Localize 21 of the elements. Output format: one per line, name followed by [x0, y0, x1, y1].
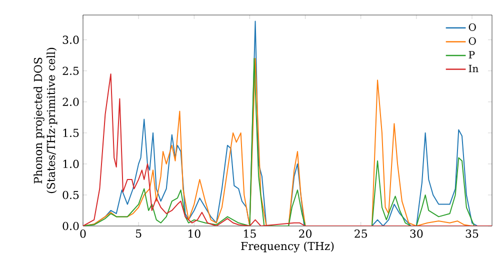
x-tick-label: 15 [244, 230, 256, 238]
y-axis-title: Phonon projected DOS (States/THz·primitive cell) [34, 48, 58, 194]
x-tick-label: 25 [354, 230, 367, 238]
x-tick-label: 30 [410, 230, 423, 238]
x-tick-label: 5 [136, 230, 142, 238]
legend-label: O [468, 23, 476, 31]
y-tick-label: 1.5 [63, 128, 79, 138]
y-tick-label: 2.0 [62, 98, 79, 106]
x-tick-label: 10 [188, 230, 200, 238]
x-tick-label: 35 [466, 230, 478, 238]
y-tick-label: 2.5 [62, 66, 79, 75]
legend-label: P [468, 51, 475, 58]
x-tick-label: 20 [299, 230, 312, 238]
x-axis-title: Frequency (THz) [241, 242, 334, 252]
legend-label: In [468, 64, 478, 72]
legend-label: O [468, 37, 476, 45]
y-tick-label: 1.0 [63, 160, 79, 168]
y-tick-label: 0.5 [62, 190, 79, 200]
y-tick-label: 3.0 [62, 36, 79, 44]
y-tick-label: 0.0 [62, 222, 79, 230]
x-tick-label: 0 [80, 230, 86, 238]
